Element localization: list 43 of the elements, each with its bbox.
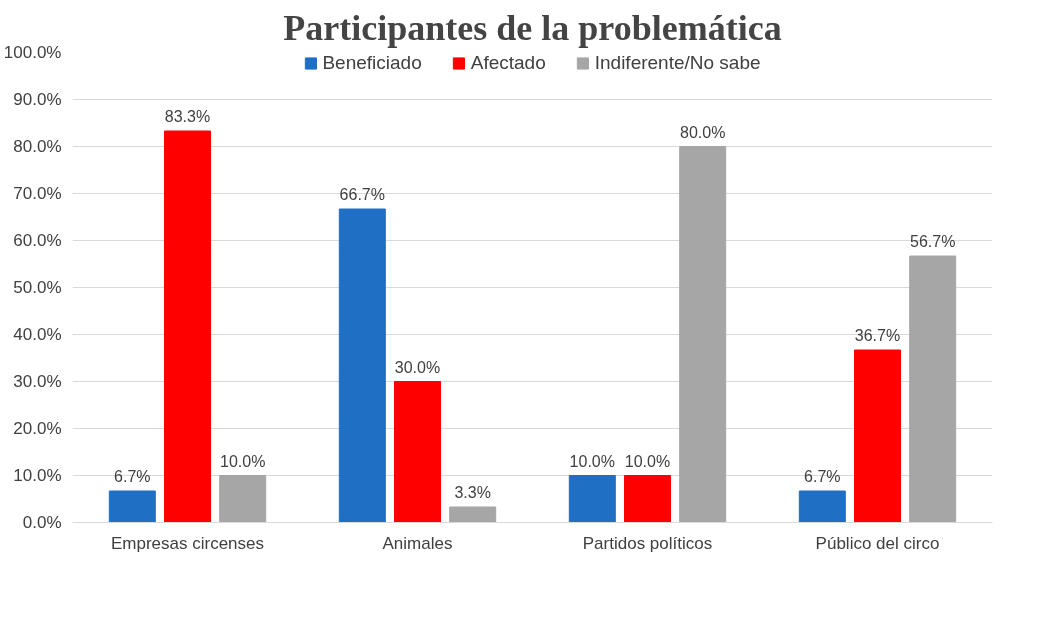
data-label: 10.0%	[569, 452, 615, 470]
bar	[449, 506, 497, 523]
bar	[568, 475, 616, 523]
y-tick-label: 100.0%	[3, 43, 62, 62]
y-tick-label: 90.0%	[13, 90, 62, 109]
bar	[338, 208, 386, 523]
y-tick-label: 80.0%	[13, 137, 62, 156]
data-label: 30.0%	[394, 358, 441, 376]
data-label: 83.3%	[164, 107, 211, 125]
legend-label: Beneficiado	[322, 52, 422, 74]
y-tick-label: 50.0%	[13, 278, 62, 297]
legend-label: Indiferente/No sabe	[594, 52, 761, 74]
chart-title: Participantes de la problemática	[283, 7, 782, 48]
data-label: 6.7%	[804, 468, 841, 486]
bar	[394, 381, 441, 523]
bar	[108, 490, 156, 523]
y-tick-label: 30.0%	[13, 372, 62, 391]
data-label: 56.7%	[910, 233, 956, 251]
data-label: 36.7%	[854, 327, 901, 345]
data-label: 3.3%	[454, 483, 491, 501]
bar	[624, 475, 671, 523]
bar	[854, 349, 901, 523]
y-tick-label: 60.0%	[13, 231, 62, 250]
x-tick-label: Animales	[382, 533, 453, 553]
x-tick-label: Público del circo	[815, 533, 940, 553]
bar	[679, 146, 727, 523]
y-tick-label: 10.0%	[13, 466, 62, 485]
data-label: 66.7%	[339, 186, 385, 204]
data-label: 10.0%	[624, 452, 671, 470]
data-label: 80.0%	[680, 123, 726, 141]
bar	[164, 130, 211, 523]
x-tick-label: Partidos políticos	[582, 533, 713, 553]
bar	[909, 255, 957, 523]
x-tick-label: Empresas circenses	[110, 533, 265, 553]
y-tick-label: 20.0%	[13, 419, 62, 438]
legend-label: Afectado	[470, 52, 546, 74]
y-tick-label: 40.0%	[13, 325, 62, 344]
data-label: 6.7%	[114, 468, 151, 486]
data-label: 10.0%	[220, 452, 266, 470]
bar	[798, 490, 846, 523]
y-tick-label: 0.0%	[22, 513, 62, 532]
y-tick-label: 70.0%	[13, 184, 62, 203]
bar	[219, 475, 267, 523]
